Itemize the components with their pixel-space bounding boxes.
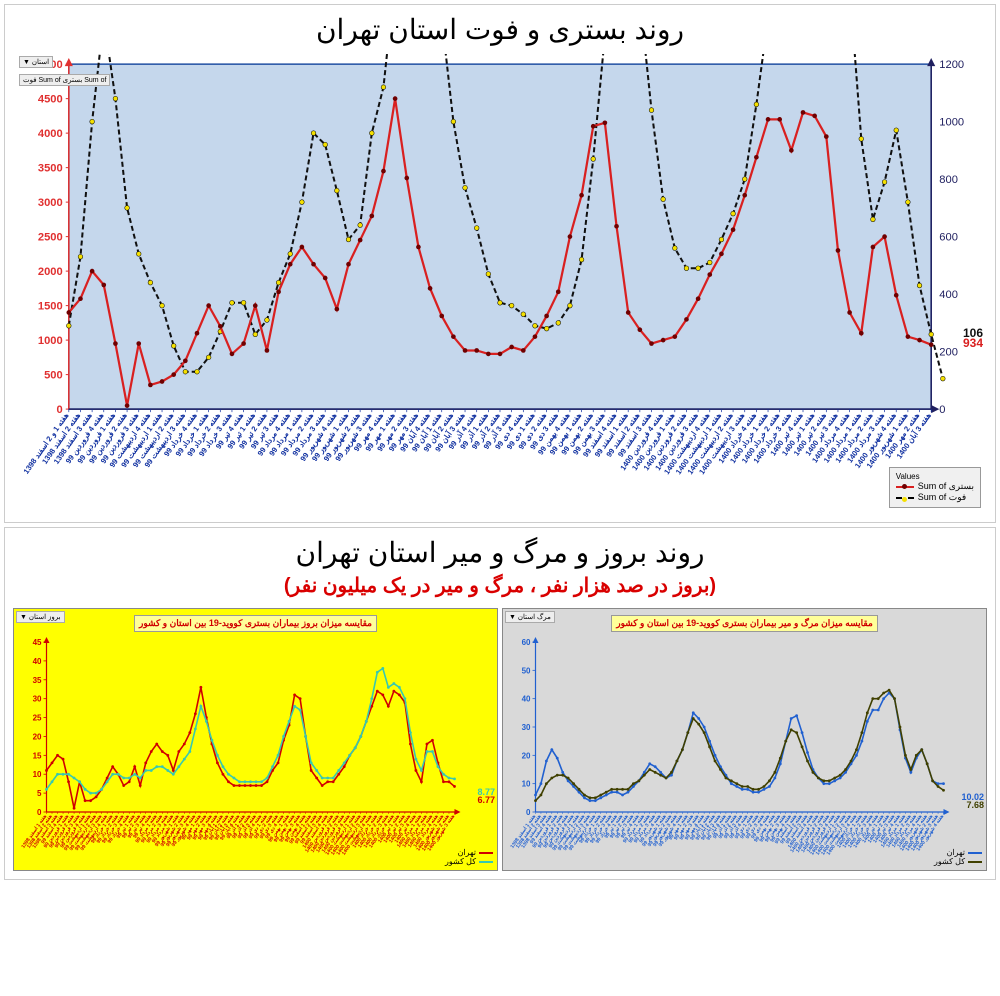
svg-text:5: 5 xyxy=(37,789,42,798)
mini-left-legend-tehran: تهران xyxy=(458,848,476,857)
mini-left-end-tehran: 6.77 xyxy=(477,795,495,805)
svg-text:4500: 4500 xyxy=(38,94,63,106)
svg-text:50: 50 xyxy=(522,666,531,675)
svg-text:10: 10 xyxy=(522,780,531,789)
svg-text:1000: 1000 xyxy=(939,117,964,129)
bottom-panel: روند بروز و مرگ و میر استان تهران (بروز … xyxy=(4,527,996,880)
mini-left-end-country: 8.77 xyxy=(477,787,495,797)
svg-text:10: 10 xyxy=(33,770,42,779)
legend-row-death: Sum of فوت xyxy=(896,492,974,503)
top-chart: 0500100015002000250030003500400045005000… xyxy=(13,54,987,521)
top-legend: Values Sum of بستری Sum of فوت xyxy=(889,467,981,508)
sumof-labels: Sum of بستری Sum of فوت xyxy=(19,74,110,86)
top-panel: روند بستری و فوت استان تهران استان ▼ Sum… xyxy=(4,4,996,523)
legend-row-hosp: Sum of بستری xyxy=(896,481,974,492)
svg-text:1500: 1500 xyxy=(38,301,63,313)
svg-text:600: 600 xyxy=(939,232,958,244)
second-title: روند بروز و مرگ و میر استان تهران xyxy=(5,528,995,573)
svg-text:1200: 1200 xyxy=(939,59,964,71)
mini-left: بروز استان ▼ مقایسه میزان بروز بیماران ب… xyxy=(13,608,498,871)
svg-text:200: 200 xyxy=(939,347,958,359)
svg-text:60: 60 xyxy=(522,638,531,647)
svg-text:30: 30 xyxy=(33,695,42,704)
svg-text:3500: 3500 xyxy=(38,163,63,175)
svg-text:20: 20 xyxy=(522,751,531,760)
mini-right-end-country: 7.68 xyxy=(966,800,984,810)
svg-text:500: 500 xyxy=(44,370,63,382)
legend-death-label: Sum of فوت xyxy=(918,492,966,503)
mini-left-legend: تهران کل کشور xyxy=(445,848,493,866)
svg-text:1000: 1000 xyxy=(38,335,63,347)
svg-text:25: 25 xyxy=(33,714,42,723)
svg-text:4000: 4000 xyxy=(38,128,63,140)
mini-right-title: مقایسه میزان مرگ و میر بیماران بستری کوو… xyxy=(611,615,878,632)
mini-left-legend-country: کل کشور xyxy=(445,857,476,866)
top-chart-wrap: استان ▼ Sum of بستری Sum of فوت 0 500 1000… xyxy=(13,54,987,514)
end-label-death: 106 xyxy=(963,326,983,340)
mini-right-legend-tehran: تهران xyxy=(947,848,965,857)
mini-left-title: مقایسه میزان بروز بیماران بستری کووید-19… xyxy=(134,615,377,632)
mini-right-legend: تهران کل کشور xyxy=(934,848,982,866)
mini-left-chart: 051015202530354045هفته 1 اسفند 1398هفته … xyxy=(18,636,493,866)
legend-hosp-label: Sum of بستری xyxy=(918,481,974,492)
svg-text:2000: 2000 xyxy=(38,266,63,278)
svg-text:35: 35 xyxy=(33,676,42,685)
top-title: روند بستری و فوت استان تهران xyxy=(5,5,995,50)
svg-text:40: 40 xyxy=(522,695,531,704)
legend-title: Values xyxy=(896,472,974,481)
svg-text:3000: 3000 xyxy=(38,197,63,209)
svg-text:45: 45 xyxy=(33,638,42,647)
svg-text:800: 800 xyxy=(939,174,958,186)
province-dropdown[interactable]: استان ▼ xyxy=(19,56,53,68)
svg-text:400: 400 xyxy=(939,289,958,301)
mini-right-chart: 0102030405060هفته 1 اسفند 1398هفته 2 اسف… xyxy=(507,636,982,866)
mini-right-legend-country: کل کشور xyxy=(934,857,965,866)
mini-right: مرگ استان ▼ مقایسه میزان مرگ و میر بیمار… xyxy=(502,608,987,871)
mini-left-tag[interactable]: بروز استان ▼ xyxy=(16,611,65,623)
svg-text:0: 0 xyxy=(939,404,945,416)
svg-text:2500: 2500 xyxy=(38,232,63,244)
svg-text:20: 20 xyxy=(33,732,42,741)
mini-right-tag[interactable]: مرگ استان ▼ xyxy=(505,611,555,623)
mini-charts-row: بروز استان ▼ مقایسه میزان بروز بیماران ب… xyxy=(13,608,987,871)
svg-text:30: 30 xyxy=(522,723,531,732)
svg-text:15: 15 xyxy=(33,751,42,760)
svg-text:40: 40 xyxy=(33,657,42,666)
second-subtitle: (بروز در صد هزار نفر ، مرگ و میر در یک م… xyxy=(5,573,995,604)
